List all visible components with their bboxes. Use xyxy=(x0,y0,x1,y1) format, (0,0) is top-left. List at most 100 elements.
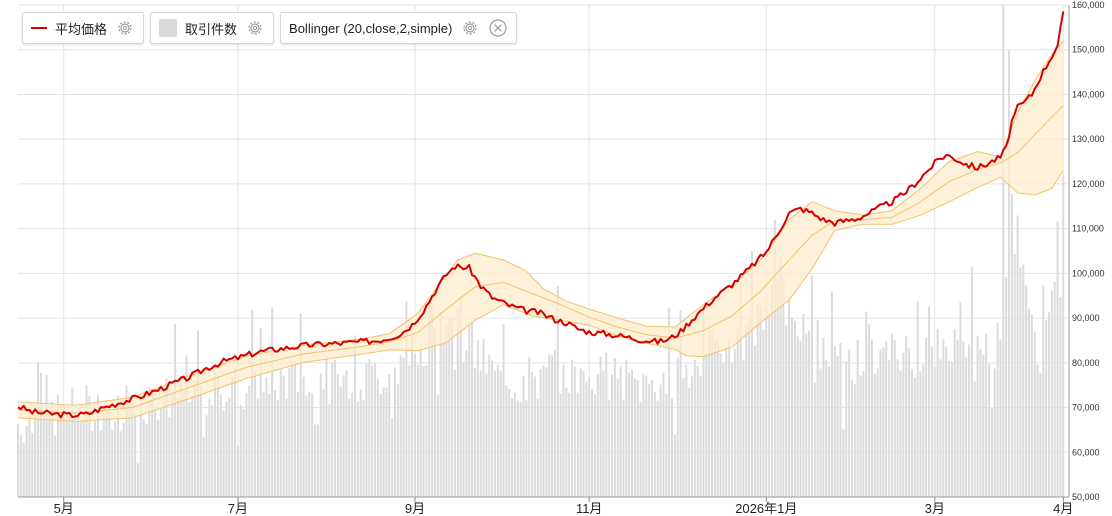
volume-bar xyxy=(222,410,225,497)
volume-bar xyxy=(453,369,456,497)
volume-bar xyxy=(585,381,588,497)
volume-bar xyxy=(968,344,971,497)
volume-bar xyxy=(416,364,419,497)
volume-bar xyxy=(916,301,919,497)
legend-bollinger-label: Bollinger (20,close,2,simple) xyxy=(289,20,453,36)
volume-bar xyxy=(913,377,916,497)
y-tick-label: 80,000 xyxy=(1072,358,1100,368)
volume-bar xyxy=(665,393,668,497)
volume-bar xyxy=(1005,277,1008,497)
volume-bar xyxy=(888,359,891,497)
gear-icon[interactable] xyxy=(460,18,480,38)
volume-bar xyxy=(431,305,434,497)
volume-bar xyxy=(311,393,314,497)
volume-bar xyxy=(285,398,288,497)
volume-bar xyxy=(393,367,397,497)
y-tick-label: 160,000 xyxy=(1072,0,1105,10)
volume-bar xyxy=(368,359,371,497)
volume-bar xyxy=(151,388,154,497)
volume-bar xyxy=(768,314,771,497)
volume-bar xyxy=(828,366,831,497)
volume-bar xyxy=(785,324,788,497)
volume-bar xyxy=(611,374,614,497)
volume-bar xyxy=(79,422,82,497)
volume-bar xyxy=(353,335,357,497)
volume-bar xyxy=(1042,285,1045,497)
volume-bar xyxy=(479,370,482,497)
volume-bar xyxy=(491,360,494,497)
volume-bar xyxy=(962,341,965,497)
volume-bar xyxy=(539,369,542,497)
volume-bar xyxy=(670,398,674,497)
volume-bar xyxy=(805,333,808,497)
volume-bar xyxy=(325,356,328,497)
volume-bar xyxy=(833,346,836,497)
volume-bar xyxy=(693,359,696,497)
volume-bar xyxy=(1056,221,1059,497)
volume-bar xyxy=(519,401,522,497)
gear-icon[interactable] xyxy=(115,18,135,38)
volume-bar xyxy=(348,399,351,497)
volume-bar xyxy=(616,378,619,497)
volume-bar xyxy=(74,410,77,497)
volume-bar xyxy=(485,373,488,497)
volume-bar xyxy=(842,428,845,497)
volume-bar xyxy=(793,320,796,497)
volume-bar xyxy=(396,384,399,497)
volume-bar xyxy=(896,359,899,497)
volume-bar xyxy=(656,400,659,497)
volume-bar xyxy=(745,324,748,497)
volume-bar xyxy=(148,387,151,497)
volume-bar xyxy=(405,301,408,497)
volume-bar xyxy=(154,406,157,497)
volume-bar xyxy=(228,397,231,497)
volume-bar xyxy=(642,374,645,497)
volume-bar xyxy=(139,394,142,497)
volume-bar xyxy=(116,395,119,497)
volume-bar xyxy=(965,357,968,497)
volume-bar xyxy=(1050,290,1053,497)
volume-bar xyxy=(545,367,548,497)
volume-bar xyxy=(605,352,608,497)
volume-bar xyxy=(468,325,471,497)
price-line-swatch xyxy=(31,27,47,29)
volume-bar xyxy=(199,385,202,497)
volume-bar xyxy=(1036,364,1039,497)
volume-bar xyxy=(331,362,334,497)
x-tick-label: 11月 xyxy=(576,501,603,516)
close-icon[interactable] xyxy=(488,18,508,38)
volume-bar xyxy=(853,384,856,497)
price-line xyxy=(17,11,1065,419)
gear-icon[interactable] xyxy=(245,18,265,38)
volume-bar xyxy=(553,349,556,497)
volume-bar xyxy=(239,404,242,497)
volume-bar xyxy=(305,395,308,497)
volume-bar xyxy=(45,374,48,497)
volume-bar xyxy=(979,348,982,497)
volume-bar xyxy=(573,366,576,497)
volume-bar xyxy=(882,347,885,497)
volume-bar xyxy=(288,367,291,497)
volume-bar xyxy=(856,339,859,497)
volume-bar xyxy=(359,389,362,497)
y-tick-label: 150,000 xyxy=(1072,45,1105,55)
legend-item-price[interactable]: 平均価格 xyxy=(22,12,145,44)
legend-item-volume[interactable]: 取引件数 xyxy=(150,12,275,44)
volume-bar xyxy=(679,310,682,497)
volume-bar xyxy=(1039,372,1042,497)
y-tick-label: 140,000 xyxy=(1072,89,1105,99)
volume-bar xyxy=(685,364,688,497)
volume-bar xyxy=(779,254,782,497)
bollinger-middle-line xyxy=(17,105,1064,414)
volume-bar xyxy=(48,413,51,497)
volume-bar xyxy=(736,327,739,497)
volume-bar xyxy=(568,392,571,497)
volume-bar xyxy=(930,346,933,497)
y-tick-label: 100,000 xyxy=(1072,268,1105,278)
volume-bar xyxy=(276,400,279,497)
volume-bar xyxy=(719,352,722,497)
legend-item-bollinger[interactable]: Bollinger (20,close,2,simple) xyxy=(280,12,518,44)
volume-bar xyxy=(208,398,211,497)
legend-volume-label: 取引件数 xyxy=(185,21,238,37)
